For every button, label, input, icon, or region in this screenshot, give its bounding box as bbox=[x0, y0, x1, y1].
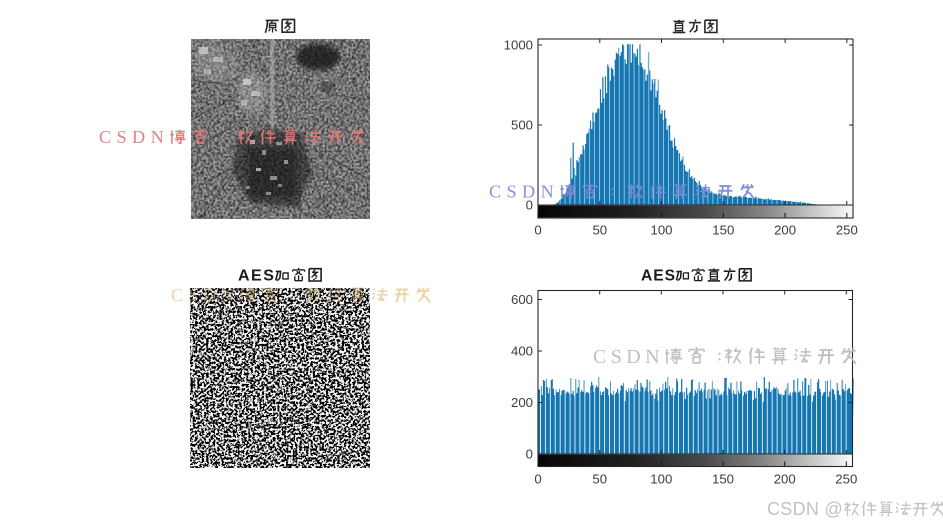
svg-text:100: 100 bbox=[650, 472, 672, 487]
svg-text:CSDN: CSDN bbox=[99, 127, 169, 147]
svg-text:200: 200 bbox=[511, 395, 533, 410]
svg-text:150: 150 bbox=[712, 223, 734, 238]
svg-text:100: 100 bbox=[650, 223, 672, 238]
svg-text:0: 0 bbox=[534, 223, 541, 238]
svg-text:1000: 1000 bbox=[504, 37, 533, 52]
svg-text:CSDN: CSDN bbox=[489, 182, 559, 202]
svg-text:50: 50 bbox=[592, 223, 607, 238]
svg-text:AES: AES bbox=[238, 267, 275, 284]
svg-text:AES: AES bbox=[641, 267, 676, 284]
svg-text:200: 200 bbox=[774, 223, 796, 238]
svg-text:400: 400 bbox=[511, 343, 533, 358]
svg-text:500: 500 bbox=[511, 117, 533, 132]
svg-text:CSDN: CSDN bbox=[593, 346, 664, 368]
svg-text:250: 250 bbox=[835, 472, 857, 487]
svg-text:250: 250 bbox=[836, 223, 858, 238]
svg-text:50: 50 bbox=[592, 472, 607, 487]
svg-text:0: 0 bbox=[526, 197, 533, 212]
svg-text:0: 0 bbox=[534, 472, 541, 487]
svg-text:150: 150 bbox=[712, 472, 734, 487]
svg-text:0: 0 bbox=[526, 446, 533, 461]
svg-text:600: 600 bbox=[511, 292, 533, 307]
svg-text:200: 200 bbox=[774, 472, 796, 487]
svg-text:CSDN @: CSDN @ bbox=[767, 499, 843, 519]
